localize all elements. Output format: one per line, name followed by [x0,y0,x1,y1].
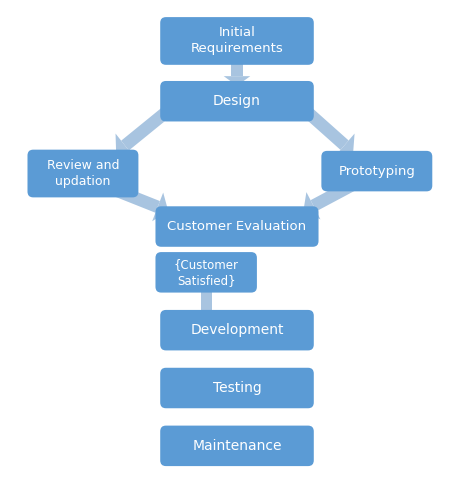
Polygon shape [335,134,355,157]
Polygon shape [303,192,320,219]
Polygon shape [116,134,135,158]
Polygon shape [231,59,243,76]
Polygon shape [224,76,250,86]
Text: Initial
Requirements: Initial Requirements [191,27,283,55]
Polygon shape [231,431,243,452]
Text: Customer Evaluation: Customer Evaluation [167,220,307,233]
Text: Maintenance: Maintenance [192,439,282,453]
Polygon shape [193,336,219,346]
Polygon shape [224,452,250,462]
Polygon shape [201,287,212,336]
Text: Development: Development [190,323,284,337]
FancyBboxPatch shape [160,368,314,408]
Polygon shape [231,374,243,394]
FancyBboxPatch shape [321,151,432,191]
Polygon shape [152,192,168,221]
Polygon shape [121,104,174,150]
Text: {Customer
Satisfied}: {Customer Satisfied} [173,258,239,287]
Text: Prototyping: Prototyping [338,165,415,177]
Polygon shape [224,394,250,404]
Polygon shape [231,316,243,336]
FancyBboxPatch shape [155,252,257,293]
FancyBboxPatch shape [160,426,314,466]
FancyBboxPatch shape [155,206,319,247]
FancyBboxPatch shape [160,17,314,65]
Polygon shape [224,336,250,346]
Text: Review and
updation: Review and updation [47,159,119,188]
FancyBboxPatch shape [160,81,314,121]
Text: Testing: Testing [213,381,261,395]
Polygon shape [114,185,160,213]
Polygon shape [299,104,349,150]
FancyBboxPatch shape [27,149,138,198]
FancyBboxPatch shape [160,310,314,350]
Polygon shape [310,179,356,211]
Text: Design: Design [213,94,261,108]
